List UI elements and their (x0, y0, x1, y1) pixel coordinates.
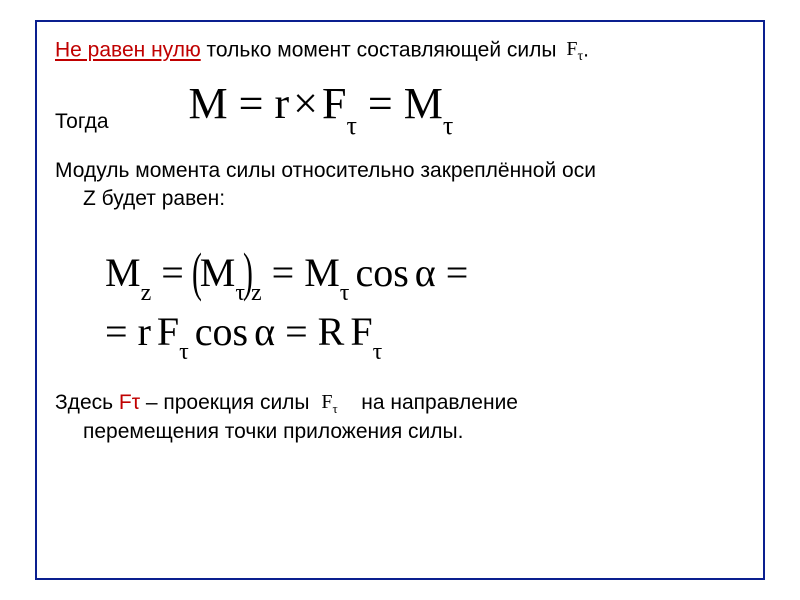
footer-text: Здесь Fτ – проекция силы Fτ на направлен… (55, 389, 745, 446)
ftau-red: Fτ (119, 391, 140, 414)
intro-rest: только момент составляющей силы (201, 39, 557, 62)
equation-2: Mz = (Mτ)z = Mτcosα = = rFτcosα = RFτ (105, 232, 745, 363)
modulus-text: Модуль момента силы относительно закрепл… (55, 157, 745, 214)
f-tau-symbol: Fτ (566, 36, 583, 66)
equation-2-row2: = rFτcosα = RFτ (105, 305, 745, 363)
equation-1-row: Тогда M = r×Fτ = Mτ (55, 78, 745, 135)
content-frame: Не равен нулю только момент составляющей… (35, 20, 765, 580)
paren-left: ( (192, 236, 202, 309)
red-emphasis: Не равен нулю (55, 39, 201, 62)
foot-mid: – проекция силы (140, 391, 310, 414)
mod-line1: Модуль момента силы относительно закрепл… (55, 159, 596, 182)
f-tau-inline: Fτ (321, 389, 337, 418)
equation-1: M = r×Fτ = Mτ (189, 78, 454, 135)
intro-dot: . (583, 39, 589, 62)
equation-2-row1: Mz = (Mτ)z = Mτcosα = (105, 232, 745, 305)
togda-label: Тогда (55, 110, 109, 134)
mod-line2: Z будет равен: (55, 185, 745, 213)
foot-post2: перемещения точки приложения силы. (55, 418, 745, 446)
foot-pre: Здесь (55, 391, 119, 414)
foot-post1: на направление (361, 391, 518, 414)
intro-line: Не равен нулю только момент составляющей… (55, 36, 745, 66)
